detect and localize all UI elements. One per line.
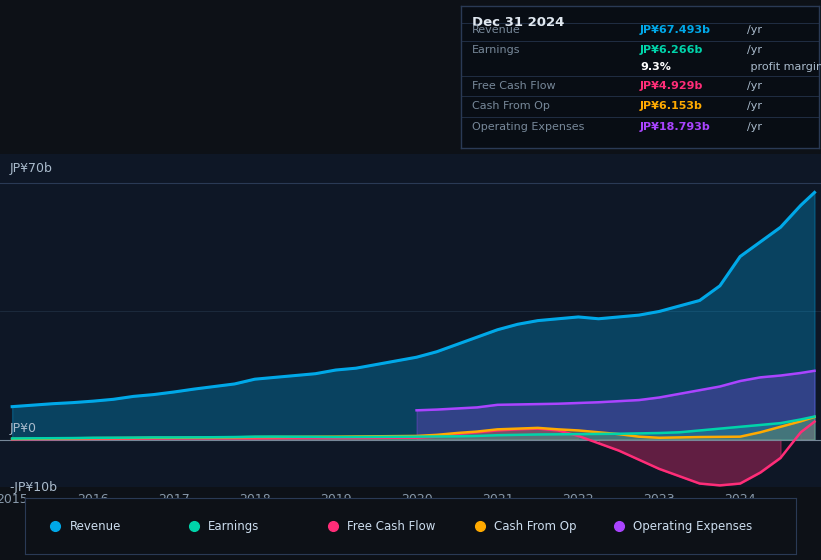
Text: Operating Expenses: Operating Expenses	[472, 122, 585, 132]
Text: 9.3%: 9.3%	[640, 62, 671, 72]
Text: Dec 31 2024: Dec 31 2024	[472, 16, 565, 29]
Text: Operating Expenses: Operating Expenses	[633, 520, 752, 533]
Text: /yr: /yr	[747, 122, 762, 132]
Text: -JP¥10b: -JP¥10b	[10, 481, 57, 494]
Text: /yr: /yr	[747, 101, 762, 110]
Text: /yr: /yr	[747, 25, 762, 35]
Text: profit margin: profit margin	[747, 62, 821, 72]
Text: Cash From Op: Cash From Op	[494, 520, 576, 533]
Text: Free Cash Flow: Free Cash Flow	[472, 81, 556, 91]
Text: Cash From Op: Cash From Op	[472, 101, 550, 110]
Text: Earnings: Earnings	[472, 45, 521, 55]
Text: Revenue: Revenue	[472, 25, 521, 35]
Text: JP¥18.793b: JP¥18.793b	[640, 122, 711, 132]
Text: JP¥70b: JP¥70b	[10, 162, 53, 175]
Text: JP¥6.266b: JP¥6.266b	[640, 45, 704, 55]
Text: JP¥6.153b: JP¥6.153b	[640, 101, 703, 110]
Text: /yr: /yr	[747, 81, 762, 91]
Text: JP¥67.493b: JP¥67.493b	[640, 25, 711, 35]
Text: JP¥0: JP¥0	[10, 422, 37, 435]
Text: Revenue: Revenue	[70, 520, 121, 533]
Text: Free Cash Flow: Free Cash Flow	[347, 520, 436, 533]
Text: JP¥4.929b: JP¥4.929b	[640, 81, 704, 91]
Text: Earnings: Earnings	[209, 520, 259, 533]
Text: /yr: /yr	[747, 45, 762, 55]
